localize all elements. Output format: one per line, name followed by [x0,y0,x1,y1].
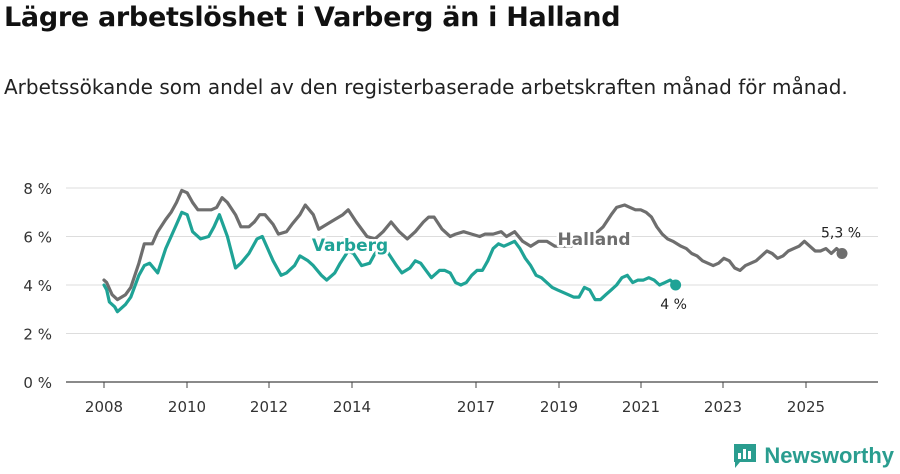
series-line-varberg [102,210,678,314]
end-label-varberg: 4 % [660,297,687,313]
y-tick-label: 6 % [23,229,52,247]
series-name-halland: Halland [557,230,630,250]
chart-title: Lägre arbetslöshet i Varberg än i Hallan… [4,2,621,33]
series-labels: 5,3 % 4 % Halland Varberg [309,225,861,313]
x-tick-label: 2021 [622,398,660,416]
x-tick-label: 2014 [333,398,371,416]
y-tick-label: 0 % [23,374,52,392]
y-tick-label: 4 % [23,277,52,295]
x-tick-label: 2010 [168,398,206,416]
bar-chart-icon [734,444,757,468]
x-tick-label: 2012 [250,398,288,416]
end-marker-halland [836,247,848,259]
x-tick-label: 2017 [457,398,495,416]
x-tick-label: 2008 [85,398,123,416]
brand-logo: Newsworthy [732,442,894,470]
end-label-halland: 5,3 % [821,225,861,241]
axes: 0 % 2 % 4 % 6 % 8 % 2008 2010 2012 2014 2017 2019 2… [23,180,878,416]
x-tick-label: 2023 [704,398,742,416]
gridlines [66,187,878,334]
x-tick-label: 2019 [540,398,578,416]
chart-subtitle: Arbetssökande som andel av den registerb… [4,75,848,99]
series-lines [102,188,844,314]
end-marker-varberg [670,279,682,291]
y-tick-label: 8 % [23,180,52,198]
series-name-varberg: Varberg [312,236,388,256]
series-line-halland [102,188,844,302]
brand-name: Newsworthy [764,443,894,468]
y-tick-label: 2 % [23,326,52,344]
x-tick-label: 2025 [787,398,825,416]
